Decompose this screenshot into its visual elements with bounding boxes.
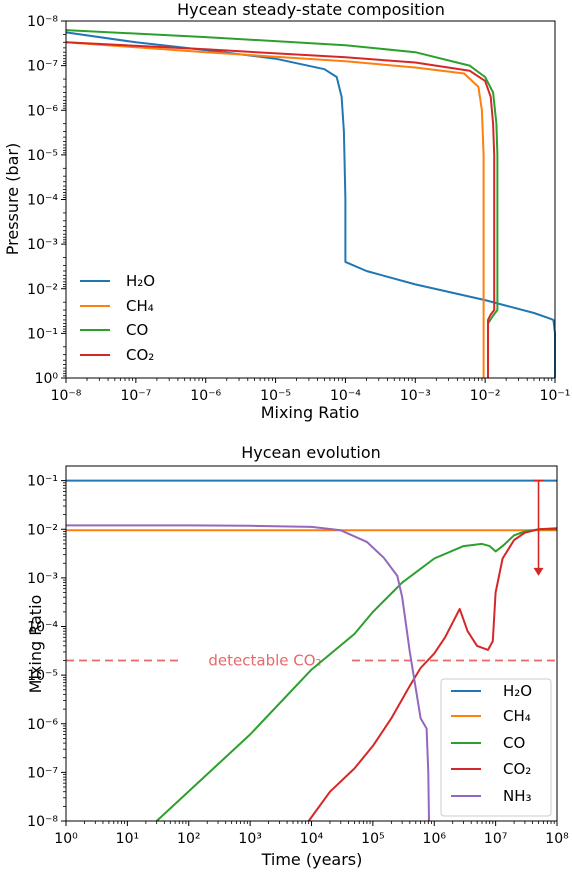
x-tick-label: 10⁻⁵ xyxy=(260,388,291,404)
y-tick-label: 10⁻¹ xyxy=(27,474,58,490)
x-tick-label: 10² xyxy=(177,831,200,847)
x-tick-label: 10⁶ xyxy=(423,831,447,847)
y-tick-label: 10⁻³ xyxy=(27,571,58,587)
y-axis-label: Pressure (bar) xyxy=(3,143,22,255)
legend-label-ch4: CH₄ xyxy=(503,707,531,725)
y-tick-label: 10⁻⁵ xyxy=(27,148,58,164)
series-line-co xyxy=(156,528,557,822)
legend-box xyxy=(440,678,552,817)
steady-state-panel: Hycean steady-state composition Mixing R… xyxy=(3,0,570,422)
x-axis-label: Mixing Ratio xyxy=(261,403,360,422)
y-tick-label: 10⁻² xyxy=(27,522,58,538)
arrow-head xyxy=(533,567,544,576)
y-tick-label: 10⁰ xyxy=(35,371,59,387)
series-layer xyxy=(66,479,558,822)
tick-layer: 10⁰ 10¹ 10² 10³ 10⁴ 10⁵ 10⁶ 10⁷ 10⁸ 10⁻⁸ 10⁻⁷ 10⁻⁶ 1… xyxy=(27,474,569,847)
x-axis-label: Time (years) xyxy=(261,850,363,869)
y-tick-label: 10⁻¹ xyxy=(27,326,58,342)
plot-frame xyxy=(65,465,558,822)
decrease-arrow xyxy=(533,479,544,576)
series-line-ch4 xyxy=(65,41,485,378)
x-tick-label: 10⁻³ xyxy=(400,388,431,404)
legend-label-co2: CO₂ xyxy=(126,346,154,364)
legend-label-ch4: CH₄ xyxy=(126,297,154,315)
legend-label-nh3: NH₃ xyxy=(503,787,532,805)
threshold-label: detectable CO₂ xyxy=(208,651,321,669)
legend-label-h2o: H₂O xyxy=(503,682,532,700)
x-tick-label: 10⁻⁴ xyxy=(330,388,361,404)
x-tick-label: 10⁻² xyxy=(470,388,501,404)
y-tick-label: 10⁻⁷ xyxy=(27,765,58,781)
y-tick-label: 10⁻⁸ xyxy=(27,14,58,30)
x-tick-label: 10¹ xyxy=(116,831,139,847)
series-line-co2 xyxy=(307,527,558,822)
y-axis-label: Mixing Ratio xyxy=(26,595,45,694)
series-line-co xyxy=(65,29,499,378)
y-tick-label: 10⁻³ xyxy=(27,237,58,253)
series-line-co2 xyxy=(65,41,496,378)
legend-label-co: CO xyxy=(503,734,525,752)
x-tick-label: 10⁻⁷ xyxy=(120,388,151,404)
tick-layer: 10⁻⁸ 10⁻⁷ 10⁻⁶ 10⁻⁵ 10⁻⁴ 10⁻³ 10⁻² 10⁻¹ 10⁻⁸ 10⁻⁷… xyxy=(27,14,570,404)
y-tick-label: 10⁻² xyxy=(27,282,58,298)
y-tick-label: 10⁻⁴ xyxy=(27,620,58,636)
evolution-panel: Hycean evolution Time (years) Mixing Rat… xyxy=(26,443,569,869)
y-tick-label: 10⁻⁶ xyxy=(27,103,58,119)
y-tick-label: 10⁻⁴ xyxy=(27,193,58,209)
x-tick-label: 10⁻¹ xyxy=(540,388,571,404)
y-tick-label: 10⁻⁸ xyxy=(27,814,58,830)
y-tick-label: 10⁻⁷ xyxy=(27,59,58,75)
x-tick-label: 10⁰ xyxy=(54,831,78,847)
legend-label-co2: CO₂ xyxy=(503,760,531,778)
legend-label-co: CO xyxy=(126,321,148,339)
y-tick-label: 10⁻⁶ xyxy=(27,717,58,733)
x-tick-label: 10⁸ xyxy=(545,831,569,847)
x-tick-label: 10⁻⁸ xyxy=(51,388,82,404)
chart-title: Hycean evolution xyxy=(241,443,381,462)
x-tick-label: 10⁵ xyxy=(361,831,384,847)
y-tick-label: 10⁻⁵ xyxy=(27,668,58,684)
x-tick-label: 10⁴ xyxy=(300,831,324,847)
series-line-nh3 xyxy=(66,524,430,822)
series-layer xyxy=(65,29,556,378)
series-line-h2o xyxy=(65,31,556,378)
detectable-threshold: detectable CO₂ xyxy=(66,651,557,669)
x-tick-label: 10⁷ xyxy=(484,831,507,847)
chart-title: Hycean steady-state composition xyxy=(177,0,445,19)
legend: H₂O CH₄ CO CO₂ xyxy=(80,272,155,364)
x-tick-label: 10³ xyxy=(238,831,261,847)
x-tick-label: 10⁻⁶ xyxy=(190,388,221,404)
legend-label-h2o: H₂O xyxy=(126,272,155,290)
plot-frame xyxy=(65,20,556,379)
legend: H₂O CH₄ CO CO₂ NH₃ xyxy=(451,682,532,805)
